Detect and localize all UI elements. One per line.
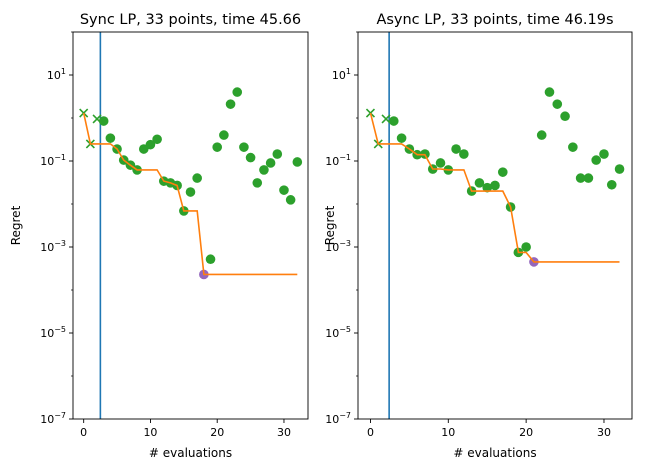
- y-tick-label: 10−3: [325, 239, 351, 254]
- data-point: [265, 158, 276, 168]
- data-point: [451, 144, 461, 154]
- y-tick-base: 10: [40, 241, 54, 254]
- subplot-async: Async LP, 33 points, time 46.19s 0 10 20 30 1…: [323, 12, 633, 460]
- y-tick-exponent: 1: [346, 67, 351, 76]
- x-axis-label: # evaluations: [149, 446, 232, 460]
- y-tick-base: 10: [325, 327, 339, 340]
- data-point: [490, 180, 500, 191]
- y-tick-exponent: −3: [54, 239, 66, 248]
- data-point: [560, 111, 570, 122]
- data-point: [279, 185, 289, 195]
- data-point: [435, 158, 446, 168]
- data-point: [606, 179, 617, 190]
- y-tick-label: 10−3: [40, 239, 66, 254]
- data-point: [145, 139, 156, 150]
- data-point: [225, 99, 236, 109]
- y-tick-label: 101: [47, 67, 66, 82]
- data-point: [185, 187, 196, 197]
- data-point: [239, 142, 249, 152]
- x-tick-label: 20: [210, 426, 224, 439]
- data-point: [544, 87, 555, 97]
- x-tick-label: 30: [277, 426, 291, 439]
- y-tick-exponent: −5: [339, 325, 351, 334]
- data-point: [389, 116, 399, 126]
- x-tick-label: 10: [143, 426, 157, 439]
- y-axis-label: Regret: [323, 205, 337, 245]
- y-tick-exponent: −1: [54, 153, 66, 162]
- initial-point-marker: [365, 108, 376, 118]
- data-point: [232, 87, 243, 97]
- data-point: [98, 116, 109, 126]
- subplot-sync: Sync LP, 33 points, time 45.660 10 20 30101…: [9, 12, 309, 460]
- y-tick-label: 10−1: [325, 153, 351, 168]
- y-tick-label: 10−5: [40, 325, 66, 340]
- x-tick-label: 10: [441, 426, 455, 439]
- data-point: [105, 133, 116, 143]
- data-point: [568, 142, 578, 152]
- data-point: [192, 173, 202, 183]
- data-point: [292, 157, 303, 167]
- y-tick-label: 10−5: [325, 325, 351, 340]
- data-point: [272, 149, 283, 159]
- y-tick-label: 10−7: [325, 411, 351, 426]
- x-tick-label: 0: [367, 426, 374, 439]
- x-tick-label: 30: [597, 426, 611, 439]
- data-point: [459, 149, 469, 159]
- data-point: [591, 155, 601, 165]
- chart-title: Async LP, 33 points, time 46.19s: [376, 12, 613, 28]
- y-tick-exponent: −5: [54, 325, 66, 334]
- x-tick-label: 20: [519, 426, 533, 439]
- y-tick-exponent: −1: [339, 153, 351, 162]
- data-point: [245, 152, 256, 163]
- data-point: [536, 130, 547, 140]
- initial-point-marker: [79, 108, 89, 118]
- y-tick-base: 10: [40, 327, 54, 340]
- data-point: [285, 195, 296, 205]
- y-tick-label: 101: [332, 67, 351, 82]
- y-tick-base: 10: [40, 155, 54, 168]
- y-tick-base: 10: [325, 155, 339, 168]
- data-point: [583, 173, 594, 183]
- data-point: [521, 242, 531, 252]
- y-tick-exponent: −7: [339, 411, 351, 420]
- axes-frame: [72, 31, 309, 420]
- data-point: [212, 142, 223, 152]
- best-so-far-line: [82, 112, 298, 276]
- data-point: [482, 182, 493, 193]
- chart-title: Sync LP, 33 points, time 45.66: [80, 12, 301, 28]
- y-tick-exponent: 1: [61, 67, 66, 76]
- y-tick-base: 10: [325, 241, 339, 254]
- data-point: [252, 178, 263, 188]
- data-point: [552, 99, 563, 109]
- data-point: [599, 149, 609, 159]
- y-tick-base: 10: [332, 69, 346, 82]
- data-point: [474, 178, 485, 188]
- y-tick-label: 10−7: [40, 411, 66, 426]
- y-axis-label: Regret: [9, 205, 23, 245]
- best-so-far-line: [369, 112, 620, 263]
- data-point: [259, 165, 269, 175]
- y-tick-base: 10: [325, 413, 339, 426]
- y-tick-exponent: −3: [339, 239, 351, 248]
- y-tick-exponent: −7: [54, 411, 66, 420]
- axes-frame: [357, 31, 633, 420]
- x-axis-label: # evaluations: [453, 446, 536, 460]
- data-point: [614, 164, 625, 174]
- initial-point-marker: [381, 114, 391, 124]
- data-point: [497, 167, 508, 177]
- x-tick-label: 0: [80, 426, 87, 439]
- data-point: [575, 173, 586, 183]
- data-point: [205, 254, 216, 265]
- y-tick-label: 10−1: [40, 153, 66, 168]
- y-tick-base: 10: [40, 413, 54, 426]
- data-point: [152, 134, 162, 145]
- y-tick-base: 10: [47, 69, 61, 82]
- data-point: [396, 133, 407, 143]
- data-point: [219, 130, 229, 140]
